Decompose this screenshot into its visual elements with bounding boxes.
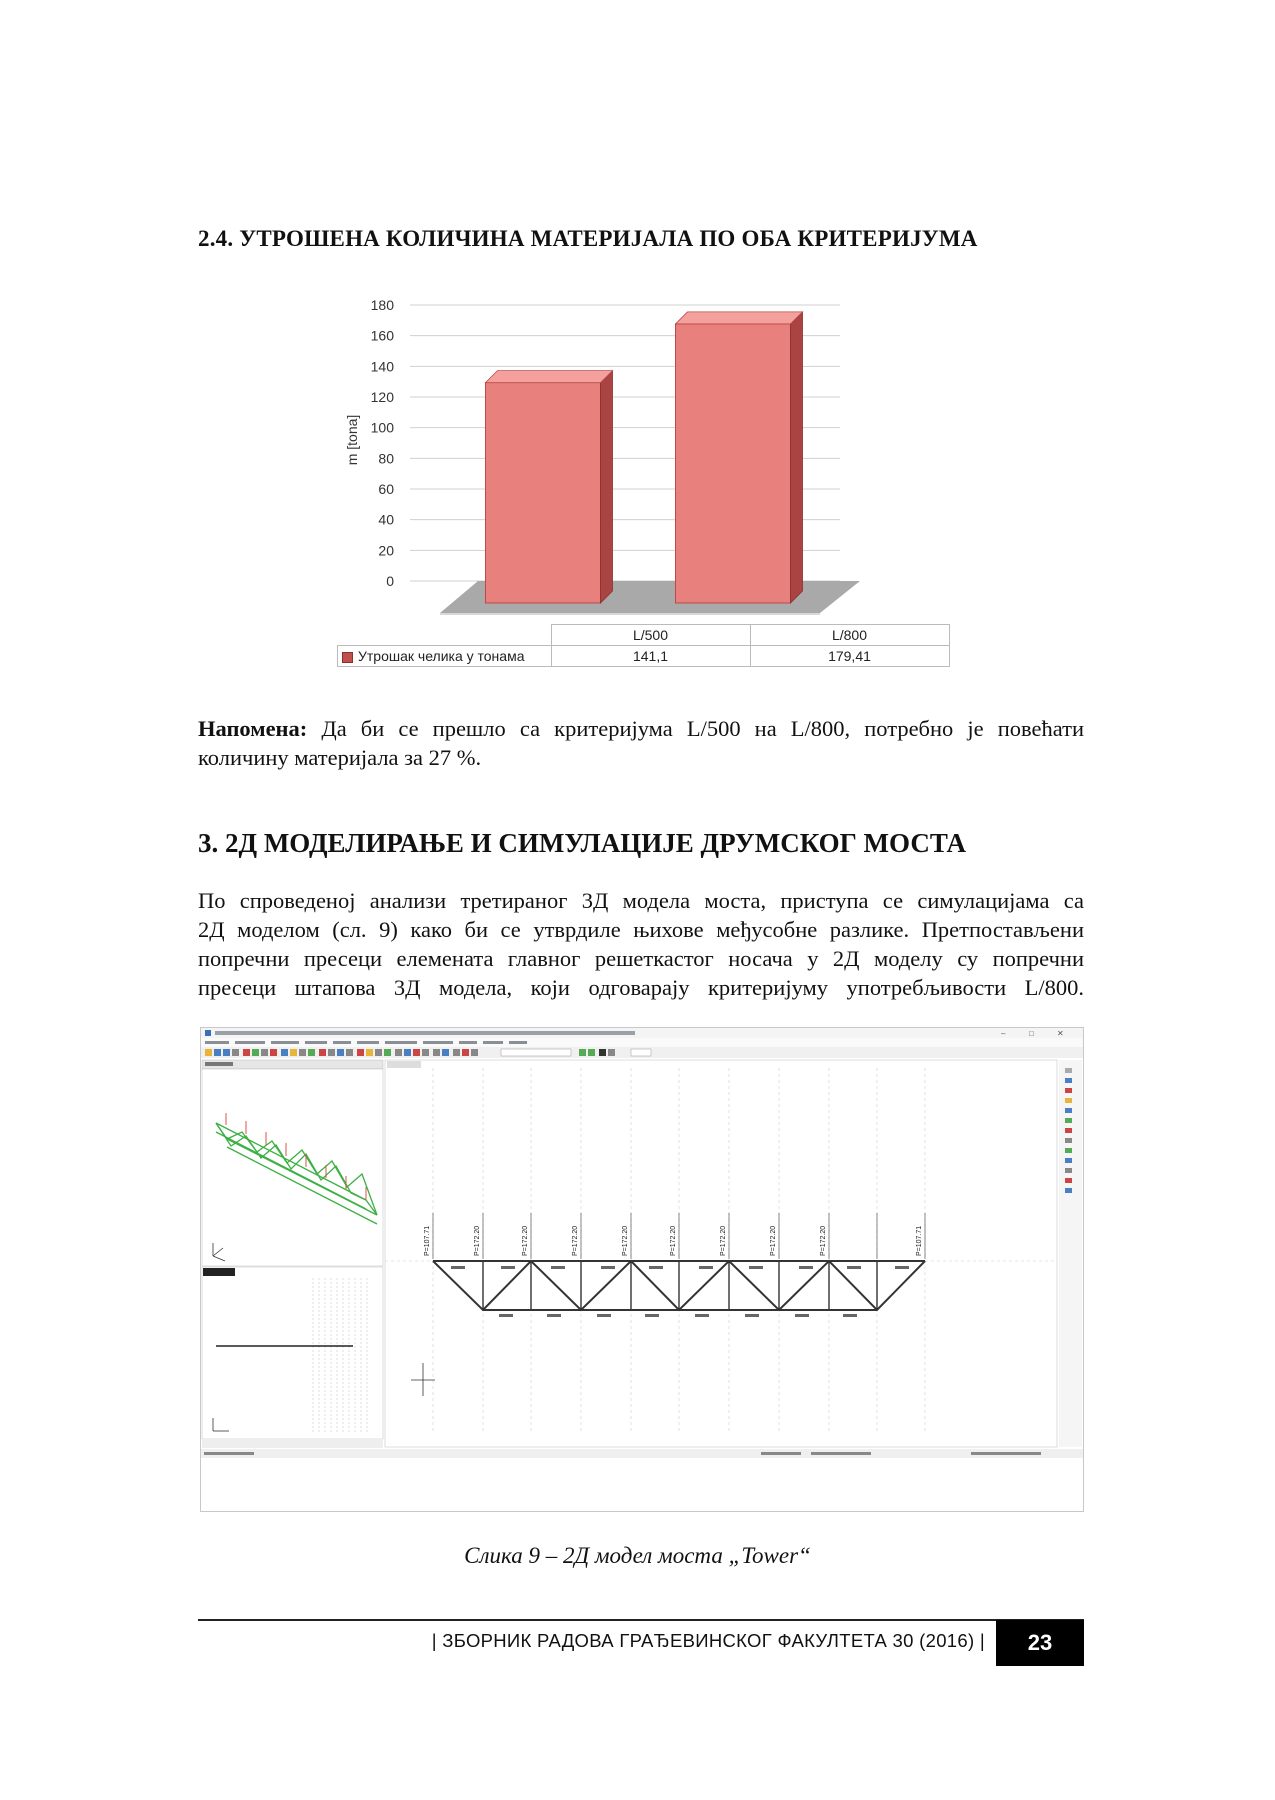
chart-data-table: L/500 L/800 Утрошак челика у тонама 141,… — [337, 624, 950, 667]
bar-side-face — [600, 369, 613, 604]
3d-axis-icon — [212, 1243, 226, 1262]
maximize-icon: □ — [1029, 1029, 1034, 1038]
2d-load-arrows — [432, 1213, 926, 1259]
section-view-panel — [201, 1266, 384, 1440]
app-icon — [205, 1030, 211, 1036]
main-2d-view — [384, 1059, 1058, 1448]
chart-floor-edge — [440, 613, 820, 615]
bar-front-face — [485, 382, 601, 604]
x-tick-label: L/500 — [485, 624, 520, 625]
section-view-header — [203, 1268, 235, 1276]
section-3-paragraph: По спроведеној анализи третираног 3Д мод… — [198, 886, 1084, 1002]
3d-truss-model — [215, 1122, 378, 1225]
menu-items — [205, 1041, 527, 1044]
paragraph-line-3: попречни пресеци елемената главног решет… — [198, 946, 1084, 971]
right-toolbar-icons — [1065, 1068, 1072, 1193]
figure-caption: Слика 9 – 2Д модел моста „Tower“ — [464, 1543, 811, 1568]
chart-table-value-l500: 141,1 — [550, 645, 751, 667]
end-load-label-right: P=107.71 — [916, 1226, 923, 1256]
load-label-1: P=172.20 — [474, 1226, 481, 1256]
y-tick-label: 160 — [371, 328, 395, 344]
bar-front-face — [675, 323, 791, 604]
y-tick-label: 60 — [378, 481, 394, 497]
bar-top-face — [484, 370, 614, 384]
footer-journal-title: | ЗБОРНИК РАДОВА ГРАЂЕВИНСКОГ ФАКУЛТЕТА … — [431, 1630, 985, 1651]
minimize-icon: – — [1001, 1029, 1006, 1038]
bar-L/500 — [484, 369, 614, 604]
note-line-1: Да би се прешло са критеријума L/500 на … — [307, 716, 1084, 741]
y-tick-label: 180 — [371, 297, 395, 313]
paragraph-line-2: 2Д моделом (сл. 9) како би се утврдиле њ… — [198, 917, 1084, 942]
paragraph-line-4: пресеци штапова 3Д модела, који одговара… — [198, 975, 1084, 1000]
chart-table-series-row: Утрошак челика у тонама 141,1 179,41 — [337, 645, 950, 667]
chart-table-header-l500: L/500 — [550, 624, 751, 646]
2d-truss — [432, 1259, 926, 1312]
status-text — [204, 1452, 254, 1455]
load-label-7: P=172.20 — [770, 1226, 777, 1256]
left-panel-title — [205, 1062, 233, 1066]
section-view-axis-icon — [212, 1418, 229, 1432]
bar-L/800 — [674, 310, 804, 604]
chart-y-axis-label: m [tona] — [344, 415, 360, 466]
note-paragraph: Напомена: Да би се прешло са критеријума… — [198, 714, 1084, 772]
chart-bars — [484, 310, 804, 604]
main-view-tab — [387, 1061, 421, 1068]
main-view-axis-icon — [411, 1363, 435, 1396]
section-view-gridlines — [312, 1278, 368, 1433]
page-number: 23 — [996, 1620, 1084, 1666]
load-label-8: P=172.20 — [820, 1226, 827, 1256]
load-label-4: P=172.20 — [622, 1226, 629, 1256]
section-2-4-heading: 2.4. УТРОШЕНА КОЛИЧИНА МАТЕРИЈАЛА ПО ОБА… — [198, 226, 978, 251]
note-label: Напомена: — [198, 716, 308, 741]
status-bar — [201, 1449, 1083, 1458]
right-toolbar — [1059, 1060, 1082, 1447]
y-tick-label: 40 — [378, 512, 394, 528]
y-tick-label: 100 — [371, 420, 395, 436]
member-labels — [451, 1266, 909, 1317]
load-label-3: P=172.20 — [572, 1226, 579, 1256]
paragraph-line-1: По спроведеној анализи третираног 3Д мод… — [198, 888, 1084, 913]
tower-software-screenshot: – □ ✕ — [200, 1027, 1084, 1512]
close-icon: ✕ — [1057, 1029, 1064, 1038]
toolbar-icons — [205, 1048, 652, 1057]
chart-y-ticks: 0 20 40 60 80 100 120 140 160 180 — [371, 297, 395, 589]
load-label-2: P=172.20 — [522, 1226, 529, 1256]
chart-table-header-l800: L/800 — [749, 624, 950, 646]
bar-top-face — [674, 311, 804, 325]
load-label-5: P=172.20 — [670, 1226, 677, 1256]
verticals — [482, 1261, 878, 1310]
y-tick-label: 140 — [371, 358, 395, 374]
legend-label: Утрошак челика у тонама — [358, 648, 525, 664]
legend-swatch — [342, 651, 353, 663]
chart-legend-entry: Утрошак челика у тонама — [337, 645, 552, 667]
force-labels: P=107.71 P=172.20 P=172.20 P=172.20 P=17… — [424, 1226, 923, 1256]
footer-rule — [198, 1619, 1084, 1621]
window-title-text — [215, 1031, 635, 1035]
section-3-heading: 3. 2Д МОДЕЛИРАЊЕ И СИМУЛАЦИЈЕ ДРУМСКОГ М… — [198, 828, 967, 858]
load-label-6: P=172.20 — [720, 1226, 727, 1256]
y-tick-label: 120 — [371, 389, 395, 405]
3d-load-arrows — [225, 1113, 367, 1200]
menu-bar — [201, 1038, 1083, 1047]
chart-table-header-row: L/500 L/800 — [338, 624, 950, 646]
window-title-bar — [201, 1028, 1083, 1038]
end-load-label-left: P=107.71 — [424, 1226, 431, 1256]
note-line-2: количину материјала за 27 %. — [198, 745, 482, 770]
y-tick-label: 0 — [386, 573, 394, 589]
bar-side-face — [790, 310, 803, 604]
left-panel-status — [202, 1440, 383, 1448]
chart-table-value-l800: 179,41 — [749, 645, 950, 667]
y-tick-label: 20 — [378, 542, 394, 558]
y-tick-label: 80 — [378, 450, 394, 466]
tower-screenshot-drawing: – □ ✕ — [201, 1028, 1083, 1458]
